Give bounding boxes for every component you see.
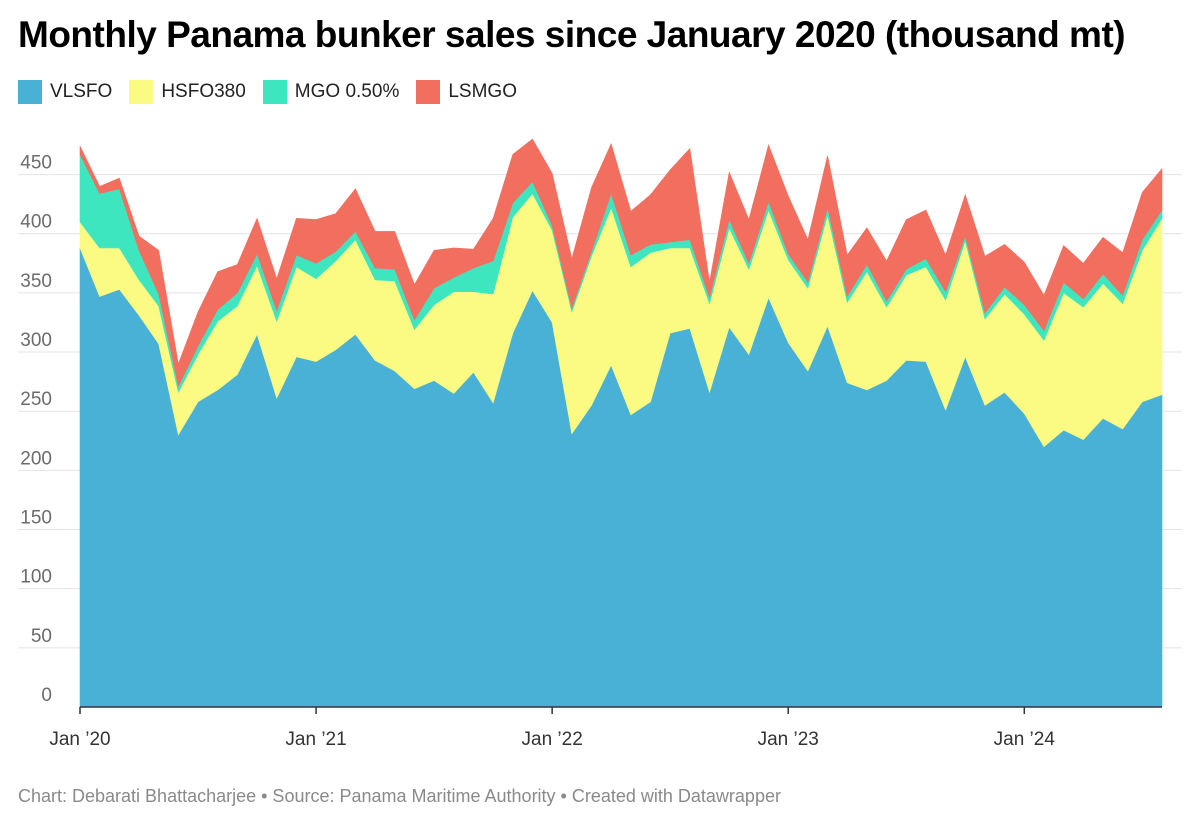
y-tick-label-350: 350 (20, 271, 52, 292)
y-tick-label-400: 400 (20, 212, 52, 233)
legend-label-vlsfo: VLSFO (50, 81, 113, 102)
x-tick-label: Jan ’23 (758, 729, 819, 750)
legend-swatch-lsmgo (416, 80, 441, 104)
area-series (79, 138, 1163, 708)
y-tick-label-450: 450 (20, 153, 52, 174)
legend-swatch-mgo (262, 80, 287, 104)
x-tick-label: Jan ’20 (49, 729, 110, 750)
legend-item-vlsfo: VLSFO (18, 80, 112, 104)
y-axis-ticks: 0 50 100 150 200 250 300 350 400 450 (20, 153, 52, 706)
y-tick-label-250: 250 (20, 389, 52, 410)
y-tick-label-50: 50 (31, 626, 52, 647)
y-tick-label-300: 300 (20, 330, 52, 351)
legend-item-mgo: MGO 0.50% (262, 80, 400, 104)
legend-swatch-hsfo380 (129, 80, 154, 104)
chart-title: Monthly Panama bunker sales since Januar… (18, 14, 1126, 55)
legend-item-hsfo380: HSFO380 (129, 80, 246, 104)
x-tick-label: Jan ’22 (522, 729, 583, 750)
area-lsmgo (79, 138, 1163, 388)
y-tick-label-150: 150 (20, 508, 52, 529)
legend-item-lsmgo: LSMGO (416, 80, 517, 104)
legend-label-lsmgo: LSMGO (448, 81, 517, 102)
chart-footer: Chart: Debarati Bhattacharjee • Source: … (18, 786, 781, 806)
x-tick-label: Jan ’24 (994, 729, 1056, 750)
y-tick-label-100: 100 (20, 567, 52, 588)
legend-label-mgo: MGO 0.50% (294, 81, 400, 102)
x-tick-label: Jan ’21 (285, 729, 346, 750)
x-axis: Jan ’20 Jan ’21 Jan ’22 Jan ’23 Jan ’24 (49, 706, 1162, 750)
y-tick-label-0: 0 (41, 685, 52, 706)
legend-label-hsfo380: HSFO380 (161, 81, 246, 102)
legend-swatch-vlsfo (18, 80, 42, 104)
legend: VLSFO HSFO380 MGO 0.50% LSMGO (18, 80, 534, 104)
y-tick-label-200: 200 (20, 448, 52, 469)
